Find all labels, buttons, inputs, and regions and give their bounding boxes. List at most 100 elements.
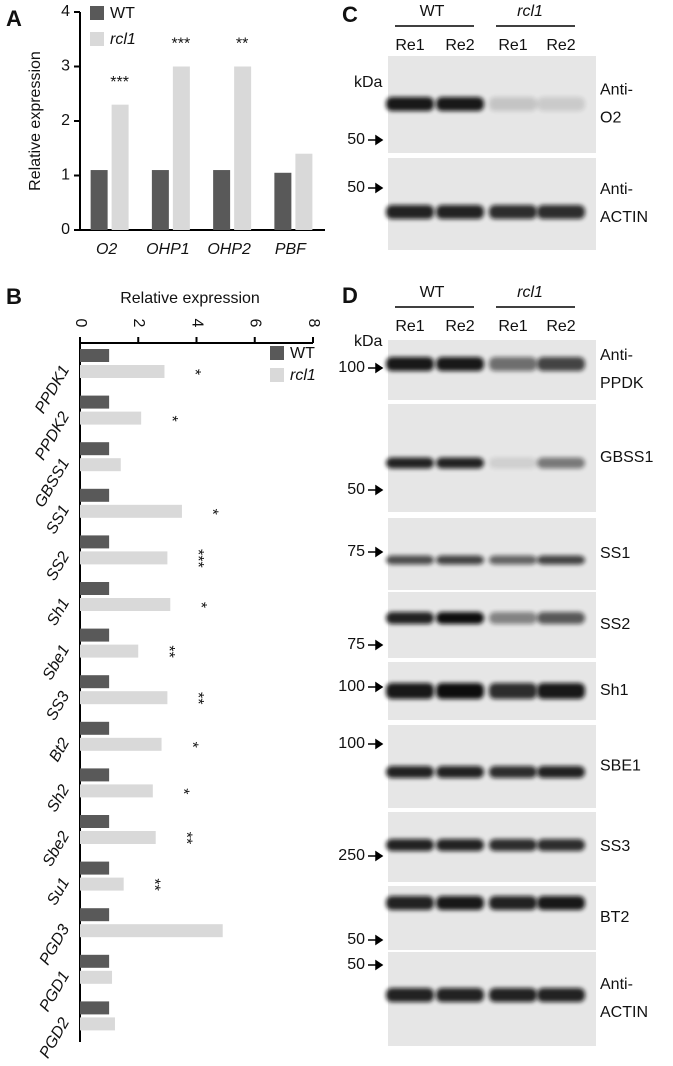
band — [489, 988, 537, 1002]
antibody-label: Anti- — [600, 976, 633, 993]
bar — [80, 458, 121, 472]
antibody-label: SS2 — [600, 616, 630, 633]
bar — [213, 170, 231, 230]
band — [386, 839, 434, 851]
panel-letter: C — [342, 2, 358, 27]
y-tick-label: PGD3 — [37, 922, 74, 968]
antibody-label: Anti- — [600, 181, 633, 198]
band — [386, 357, 434, 371]
antibody-label: SBE1 — [600, 758, 641, 775]
bar — [80, 535, 110, 549]
significance: * — [163, 415, 180, 421]
group-label: WT — [420, 284, 445, 301]
y-tick-label: PPDK2 — [32, 409, 73, 463]
bar — [172, 66, 190, 230]
marker-label: 50 — [347, 481, 365, 498]
band — [537, 612, 585, 624]
bar — [80, 831, 156, 844]
bar — [80, 365, 165, 378]
marker-label: 100 — [338, 359, 365, 376]
bar — [80, 551, 168, 565]
band — [436, 555, 484, 565]
marker-label: 50 — [347, 931, 365, 948]
marker-arrow — [368, 959, 384, 971]
y-tick-label: 3 — [61, 58, 70, 75]
marker-arrow — [368, 934, 384, 946]
kda-label: kDa — [354, 333, 383, 350]
marker-label: 50 — [347, 179, 365, 196]
band — [537, 205, 585, 219]
antibody-label: Anti- — [600, 347, 633, 364]
x-tick-label: 6 — [247, 319, 264, 328]
band — [489, 683, 537, 699]
y-tick-label: SS2 — [43, 549, 73, 584]
band — [489, 839, 537, 851]
lane-label: Re2 — [445, 318, 474, 335]
bar — [80, 721, 110, 735]
panel-letter: B — [6, 284, 22, 309]
marker-arrow — [368, 134, 384, 146]
y-tick-label: 4 — [61, 3, 70, 20]
panel-letter: A — [6, 6, 22, 31]
band — [386, 612, 434, 624]
antibody-label: GBSS1 — [600, 449, 653, 466]
band — [436, 457, 484, 469]
legend-label: rcl1 — [110, 31, 136, 48]
bar — [80, 768, 110, 782]
legend-label: rcl1 — [290, 367, 316, 384]
band — [489, 766, 537, 778]
bar — [151, 170, 169, 230]
band — [537, 555, 585, 565]
band — [537, 988, 585, 1002]
blot-background — [388, 518, 596, 590]
lane-label: Re1 — [498, 37, 527, 54]
marker-label: 250 — [338, 847, 365, 864]
bar — [80, 628, 110, 642]
legend-swatch — [90, 6, 104, 20]
marker-arrow — [368, 639, 384, 651]
y-tick-label: Su1 — [44, 875, 73, 908]
marker-arrow — [368, 738, 384, 750]
y-tick-label: PGD2 — [37, 1015, 74, 1061]
x-tick-label: 8 — [305, 319, 322, 328]
bar — [80, 442, 110, 456]
bar — [295, 153, 313, 230]
bar — [80, 970, 113, 984]
band — [436, 97, 484, 111]
antibody-label: BT2 — [600, 909, 629, 926]
significance: *** — [189, 549, 206, 568]
y-tick-label: Sh2 — [44, 782, 73, 815]
bar — [80, 395, 110, 409]
bar — [80, 582, 110, 595]
lane-label: Re2 — [546, 318, 575, 335]
significance: ** — [145, 878, 162, 890]
bar — [234, 66, 252, 230]
y-tick-label: Sh1 — [44, 596, 73, 629]
bar — [80, 1017, 115, 1031]
x-tick-label: 0 — [72, 319, 89, 328]
legend-swatch — [270, 368, 284, 382]
significance: *** — [172, 36, 191, 53]
lane-label: Re1 — [395, 37, 424, 54]
band — [386, 896, 434, 910]
bar — [80, 1001, 110, 1015]
y-tick-label: GBSS1 — [32, 456, 73, 511]
marker-label: 100 — [338, 678, 365, 695]
marker-label: 50 — [347, 956, 365, 973]
band — [436, 766, 484, 778]
bar — [80, 737, 162, 751]
x-tick-label: OHP2 — [207, 241, 251, 258]
bar — [80, 691, 168, 705]
significance: * — [183, 742, 200, 748]
lane-label: Re2 — [445, 37, 474, 54]
antibody-label: SS3 — [600, 838, 630, 855]
bar — [80, 644, 139, 658]
marker-arrow — [368, 546, 384, 558]
legend-swatch — [90, 32, 104, 46]
band — [436, 988, 484, 1002]
antibody-label: O2 — [600, 110, 621, 127]
x-tick-label: O2 — [96, 241, 117, 258]
band — [489, 457, 537, 469]
band — [386, 205, 434, 219]
band — [489, 357, 537, 371]
